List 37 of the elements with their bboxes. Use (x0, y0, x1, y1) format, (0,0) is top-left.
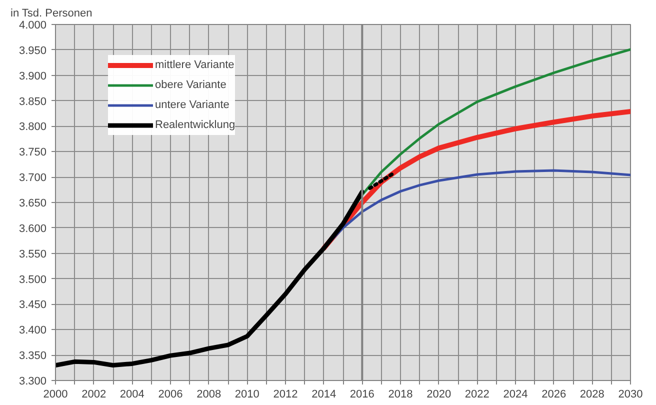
legend-label: mittlere Variante (155, 59, 234, 71)
y-tick-label: 3.400 (18, 324, 47, 337)
x-tick-label: 2030 (618, 388, 643, 400)
x-tick-label: 2020 (426, 388, 452, 400)
x-tick-label: 2022 (464, 388, 490, 400)
y-tick-label: 3.850 (18, 96, 47, 108)
y-tick-label: 3.700 (18, 172, 47, 184)
x-tick-label: 2002 (82, 388, 106, 400)
y-tick-label: 3.300 (18, 376, 47, 388)
y-axis-title: in Tsd. Personen (10, 8, 92, 20)
legend-label: obere Variante (155, 79, 226, 91)
legend-label: untere Variante (155, 99, 230, 111)
y-tick-label: 3.650 (18, 198, 47, 210)
y-tick-label: 3.450 (18, 299, 47, 312)
x-tick-label: 2014 (312, 388, 336, 400)
x-tick-label: 2008 (196, 388, 222, 400)
y-tick-label: 3.550 (18, 248, 47, 260)
x-tick-label: 2016 (350, 388, 374, 400)
x-tick-label: 2000 (43, 388, 68, 400)
x-tick-label: 2012 (273, 388, 298, 400)
y-tick-label: 3.900 (18, 70, 47, 82)
x-tick-label: 2010 (234, 388, 260, 400)
x-tick-label: 2026 (542, 388, 566, 400)
y-tick-label: 4.000 (18, 20, 47, 32)
x-tick-label: 2004 (120, 388, 144, 400)
x-tick-label: 2018 (388, 388, 413, 400)
legend-label: Realentwicklung (155, 119, 236, 131)
y-tick-label: 3.600 (18, 222, 47, 235)
x-tick-label: 2028 (580, 388, 604, 400)
y-tick-label: 3.500 (18, 274, 47, 286)
y-tick-label: 3.800 (18, 121, 47, 134)
x-tick-label: 2024 (503, 388, 528, 400)
y-tick-label: 3.350 (18, 350, 47, 362)
x-tick-label: 2006 (158, 388, 183, 400)
y-tick-label: 3.750 (18, 146, 47, 159)
y-tick-label: 3.950 (18, 44, 47, 57)
line-series (56, 190, 364, 368)
